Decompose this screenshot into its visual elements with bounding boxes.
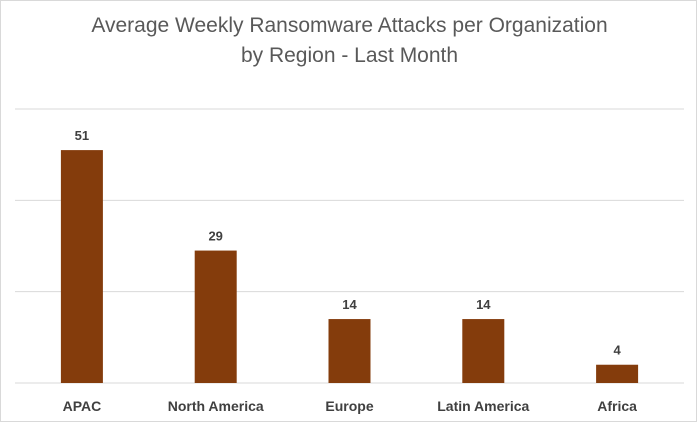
data-label: 14 <box>476 297 491 312</box>
x-tick-label: Europe <box>325 398 373 414</box>
chart-title-line-1: Average Weekly Ransomware Attacks per Or… <box>91 14 608 37</box>
data-label: 14 <box>342 297 357 312</box>
bar-africa <box>596 364 639 383</box>
bar-latin-america <box>462 319 505 383</box>
data-label: 29 <box>208 229 222 244</box>
chart-title: Average Weekly Ransomware Attacks per Or… <box>1 11 696 71</box>
bar-europe <box>328 319 371 383</box>
chart-title-line-2: by Region - Last Month <box>240 44 459 67</box>
x-tick-label: Latin America <box>437 398 529 414</box>
data-label: 4 <box>613 343 621 358</box>
x-tick-label: North America <box>168 398 264 414</box>
x-tick-label: Africa <box>597 398 637 414</box>
data-label: 51 <box>75 128 89 143</box>
bar-north-america <box>194 250 237 383</box>
x-tick-label: APAC <box>63 398 102 414</box>
bar-apac <box>60 150 103 383</box>
